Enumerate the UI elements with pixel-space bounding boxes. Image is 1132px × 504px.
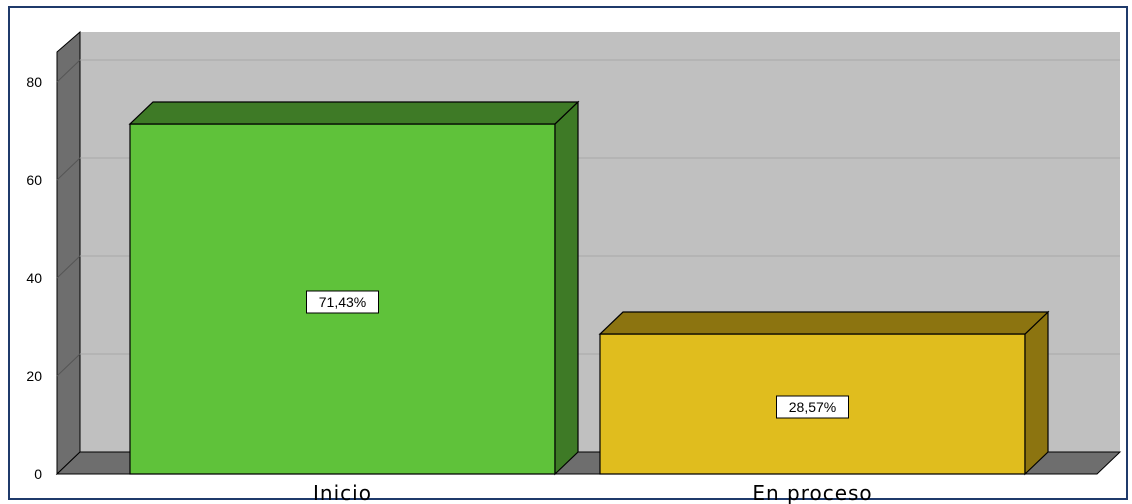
gridline-side bbox=[56, 157, 81, 181]
data-label: 28,57% bbox=[789, 399, 836, 415]
data-label: 71,43% bbox=[319, 294, 366, 310]
bar-side bbox=[1024, 310, 1049, 476]
y-axis-ticks: 0 20 40 60 80 bbox=[26, 74, 42, 482]
bar-top bbox=[128, 101, 580, 125]
x-tick-label: Inicio bbox=[313, 481, 372, 504]
x-tick-label: En proceso bbox=[752, 481, 872, 504]
data-label-box bbox=[306, 290, 379, 314]
bar-side bbox=[554, 100, 579, 476]
data-label-box bbox=[776, 395, 849, 419]
chart-left-wall bbox=[56, 30, 81, 476]
bar-top bbox=[598, 311, 1050, 335]
bars: 71,43% 28,57% bbox=[128, 100, 1050, 476]
gridline-side bbox=[56, 59, 81, 83]
y-tick-label: 0 bbox=[34, 466, 42, 482]
gridline-side bbox=[56, 353, 81, 377]
gridline-side bbox=[56, 255, 81, 279]
y-tick-label: 40 bbox=[26, 270, 42, 286]
y-tick-label: 80 bbox=[26, 74, 42, 90]
x-axis-labels: Inicio En proceso bbox=[313, 481, 872, 504]
y-tick-label: 60 bbox=[26, 172, 42, 188]
y-tick-label: 20 bbox=[26, 368, 42, 384]
